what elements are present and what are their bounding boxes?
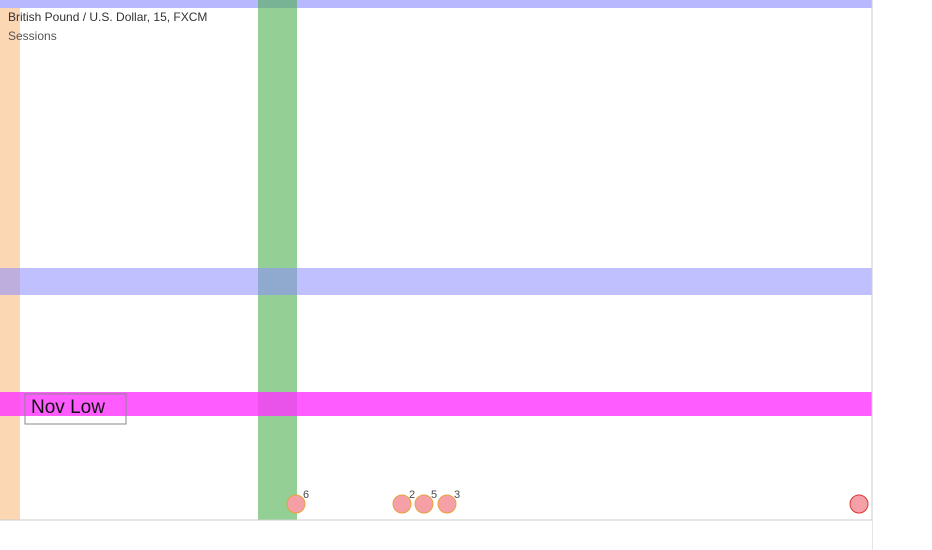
symbol-title: British Pound / U.S. Dollar, 15, FXCM [8,10,207,24]
event-count: 5 [431,489,437,501]
indicator-name: Sessions [8,29,57,43]
zone-top [0,0,872,8]
time-axis [0,520,872,550]
annotation-box [24,393,127,425]
event-icon[interactable] [437,494,457,514]
event-icon[interactable] [392,494,412,514]
supply-zone [0,268,872,295]
event-count: 3 [454,489,460,501]
annotation: Nov Low [31,397,105,418]
price-axis [872,0,932,550]
session-column [258,0,297,520]
event-icon[interactable] [414,494,434,514]
event-icon[interactable] [849,494,869,514]
nov-low-zone [0,392,872,416]
event-icon[interactable] [286,494,306,514]
event-count: 2 [409,489,415,501]
event-count: 6 [303,489,309,501]
plot-bg [0,0,872,520]
session-band [0,0,20,520]
events: 6 2 5 3 [286,489,869,514]
